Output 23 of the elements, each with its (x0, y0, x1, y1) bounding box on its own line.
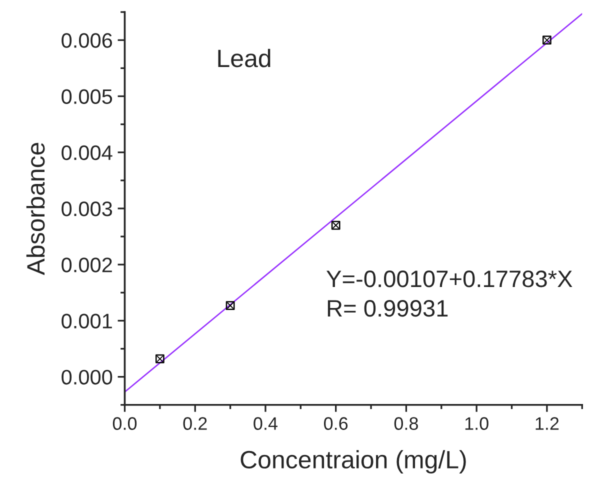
y-tick-label: 0.005 (62, 89, 112, 104)
y-tick-label: 0.001 (62, 314, 112, 328)
x-tick-label: 0.0 (112, 417, 137, 430)
x-tick-label: 0.2 (183, 417, 207, 430)
x-tick-label: 0.6 (324, 417, 348, 430)
x-tick-label: 1.0 (465, 417, 488, 430)
point (226, 301, 235, 310)
y-axis-title: Absorbance (26, 142, 45, 276)
y-tick-label: 0.004 (62, 145, 112, 160)
x-tick-label: 0.4 (254, 417, 278, 430)
y-tick-label: 0.003 (62, 201, 112, 216)
annotation: Lead (218, 48, 270, 68)
annotation: Y=-0.00107+0.17783*X (326, 270, 572, 288)
point (155, 354, 164, 364)
x-axis-title: Concentraion (mg/L) (240, 450, 466, 474)
annotation: R= 0.99931 (328, 300, 448, 317)
y-tick-label: 0.002 (62, 258, 112, 272)
y-tick-label: 0.000 (62, 370, 112, 385)
point (331, 220, 340, 230)
y-tick-label: 0.006 (62, 33, 112, 48)
point (542, 36, 552, 45)
x-tick-label: 1.2 (536, 417, 559, 430)
x-tick-label: 0.8 (394, 417, 418, 430)
